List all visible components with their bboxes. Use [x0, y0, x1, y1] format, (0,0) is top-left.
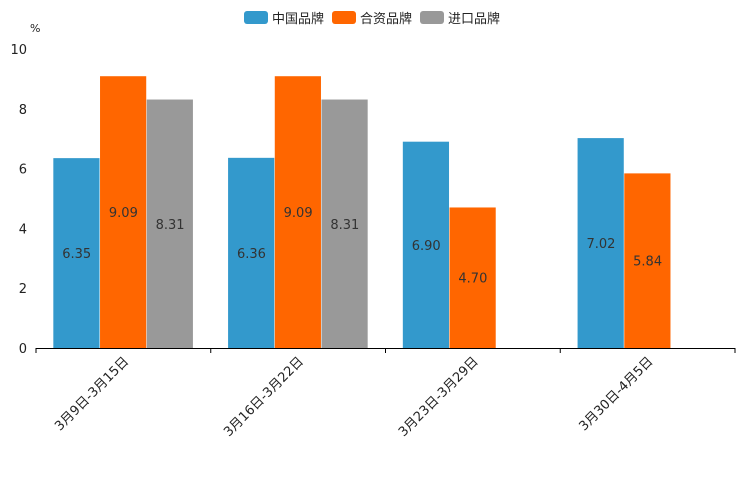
legend-item[interactable]: 进口品牌	[420, 8, 500, 27]
legend-label: 进口品牌	[448, 12, 501, 27]
bar	[228, 157, 275, 348]
data-label: 6.35	[62, 247, 91, 262]
legend-item[interactable]: 中国品牌	[243, 8, 324, 27]
bar	[624, 173, 671, 348]
y-tick-label: 6	[19, 163, 27, 178]
legend-swatch	[331, 11, 356, 24]
data-label: 6.90	[412, 239, 441, 254]
legend-label: 中国品牌	[271, 12, 324, 27]
bar	[577, 138, 624, 348]
data-label: 7.02	[586, 237, 615, 252]
y-tick-label: 0	[19, 342, 27, 357]
bar	[402, 141, 450, 348]
x-tick-label: 3月9日-3月15日	[52, 354, 132, 434]
bar	[53, 158, 100, 348]
y-tick-label: 4	[19, 222, 27, 237]
data-label: 6.36	[237, 247, 266, 262]
y-tick-label: 2	[19, 282, 27, 297]
data-label: 9.09	[109, 206, 138, 221]
x-tick-label: 3月23日-3月29日	[396, 354, 482, 440]
y-axis-unit: %	[30, 22, 41, 35]
data-label: 5.84	[633, 255, 662, 270]
legend-swatch	[243, 11, 268, 24]
data-label: 8.31	[156, 218, 185, 233]
x-tick-label: 3月16日-3月22日	[221, 354, 307, 440]
y-tick-label: 8	[19, 103, 27, 118]
x-tick-label: 3月30日-4月5日	[577, 354, 657, 434]
data-label: 9.09	[284, 206, 313, 221]
legend-label: 合资品牌	[359, 12, 412, 27]
legend-item[interactable]: 合资品牌	[331, 8, 412, 27]
bar	[100, 76, 147, 349]
legend-swatch	[420, 11, 444, 24]
y-tick-label: 10	[10, 43, 27, 58]
data-label: 8.31	[330, 218, 359, 233]
bar	[146, 99, 193, 348]
legend: 中国品牌 合资品牌 进口品牌	[0, 8, 744, 27]
bar	[274, 76, 321, 349]
bar	[321, 99, 368, 348]
data-label: 4.70	[458, 272, 487, 287]
bar	[449, 207, 496, 348]
